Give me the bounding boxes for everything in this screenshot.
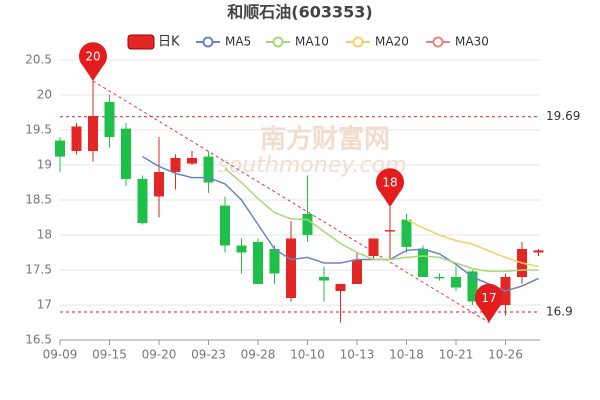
x-tick-label: 09-23 xyxy=(191,348,226,362)
legend-label: MA30 xyxy=(455,35,489,49)
candle-body xyxy=(286,238,296,298)
candle-body xyxy=(302,214,313,235)
x-tick-label: 09-15 xyxy=(92,348,127,362)
candle-body xyxy=(236,245,247,253)
legend-icon xyxy=(127,34,155,50)
y-tick-label: 20 xyxy=(37,88,52,102)
ma-line xyxy=(406,218,539,268)
candle-body xyxy=(203,156,214,183)
ma-line xyxy=(224,167,539,273)
chart-title: 和顺石油(603353) xyxy=(227,3,372,22)
candle-body xyxy=(368,238,379,256)
candle-body xyxy=(71,126,82,151)
legend-label: MA10 xyxy=(295,35,329,49)
candle-body xyxy=(55,140,65,157)
candle-body xyxy=(319,277,329,281)
y-tick-label: 18 xyxy=(37,228,52,242)
candle-body xyxy=(335,284,346,291)
annotation-pin xyxy=(376,168,405,207)
candle-body xyxy=(385,230,395,232)
candle-body xyxy=(88,116,98,151)
candle-body xyxy=(220,205,230,246)
x-tick-label: 10-10 xyxy=(290,348,325,362)
candle-body xyxy=(170,158,181,172)
candle-body xyxy=(418,249,428,277)
y-tick-label: 19.5 xyxy=(25,123,52,137)
y-tick-label: 17 xyxy=(37,298,52,312)
y-tick-label: 16.5 xyxy=(25,333,52,347)
candle-body xyxy=(137,179,148,224)
legend-label: MA5 xyxy=(225,35,251,49)
x-tick-label: 10-13 xyxy=(340,348,375,362)
candle-body xyxy=(187,158,197,164)
legend-icon xyxy=(202,36,214,48)
annotation-pin xyxy=(79,42,107,81)
candle-body xyxy=(451,277,461,288)
candle-body xyxy=(121,128,131,179)
legend-icon xyxy=(432,36,444,48)
legend-icon xyxy=(272,36,284,48)
x-tick-label: 10-18 xyxy=(389,348,424,362)
ma-line xyxy=(142,155,539,292)
x-tick-label: 09-20 xyxy=(142,348,177,362)
annotation-label: 18 xyxy=(382,176,397,190)
legend-label: 日K xyxy=(158,35,180,50)
x-tick-label: 09-28 xyxy=(241,348,276,362)
reference-label: 19.69 xyxy=(546,109,580,123)
y-tick-label: 18.5 xyxy=(25,193,52,207)
reference-label: 16.9 xyxy=(546,305,573,319)
y-tick-label: 19 xyxy=(37,158,52,172)
candle-body xyxy=(401,219,412,247)
annotation-label: 17 xyxy=(481,291,496,305)
candle-body xyxy=(253,242,263,284)
annotation-label: 20 xyxy=(85,50,100,64)
candle-body xyxy=(104,102,115,137)
candle-body xyxy=(434,277,445,279)
watermark: 南方财富网 xyxy=(260,124,390,155)
x-tick-label: 10-26 xyxy=(488,348,523,362)
legend-icon xyxy=(352,36,364,48)
candle-body xyxy=(352,259,362,284)
y-tick-label: 20.5 xyxy=(25,53,52,67)
x-tick-label: 10-21 xyxy=(439,348,474,362)
trend-line xyxy=(92,80,490,323)
candle-body xyxy=(154,172,164,197)
candle-body xyxy=(467,271,478,302)
candle-body xyxy=(269,249,280,274)
legend-label: MA20 xyxy=(375,35,409,49)
candle-body xyxy=(533,250,544,253)
x-tick-label: 09-09 xyxy=(43,348,78,362)
annotation-pin xyxy=(475,283,503,323)
y-tick-label: 17.5 xyxy=(25,263,52,277)
